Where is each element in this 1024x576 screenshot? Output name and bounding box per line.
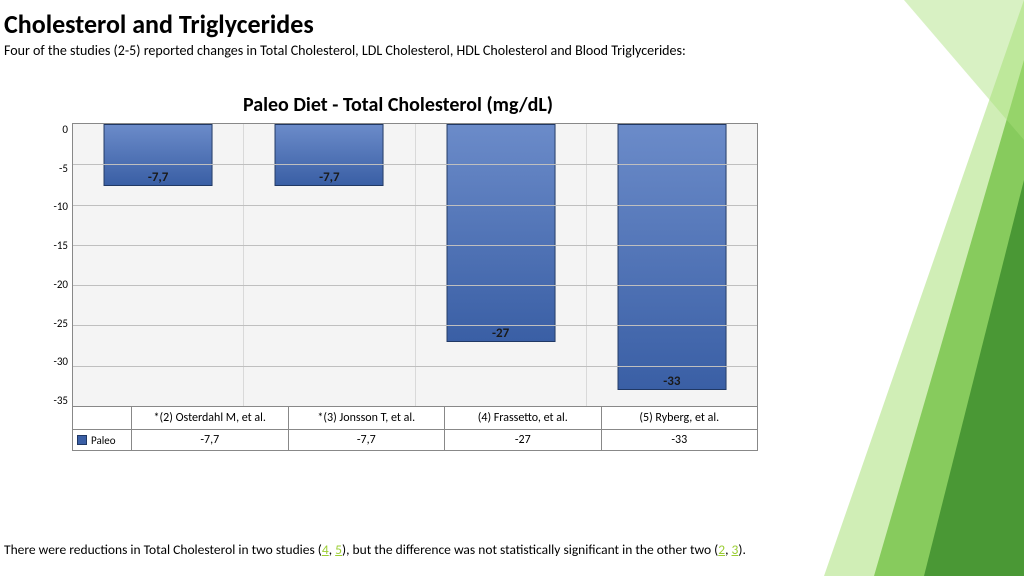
y-tick: -20 bbox=[53, 278, 68, 291]
bar bbox=[446, 124, 555, 342]
cholesterol-chart: Paleo Diet - Total Cholesterol (mg/dL) T… bbox=[38, 93, 758, 451]
data-cell: -33 bbox=[602, 430, 759, 451]
page-subtitle: Four of the studies (2-5) reported chang… bbox=[4, 42, 1004, 59]
page-title: Cholesterol and Triglycerides bbox=[4, 8, 1004, 40]
ref-link-4[interactable]: 4 bbox=[322, 541, 329, 558]
data-cell: -7,7 bbox=[289, 430, 446, 451]
chart-title: Paleo Diet - Total Cholesterol (mg/dL) bbox=[38, 93, 758, 117]
data-cell: -7,7 bbox=[132, 430, 289, 451]
y-tick: -30 bbox=[53, 355, 68, 368]
category-row: *(2) Osterdahl M, et al.*(3) Jonsson T, … bbox=[72, 407, 758, 430]
y-tick: 0 bbox=[62, 123, 68, 136]
bar-cell: -33 bbox=[587, 124, 757, 406]
bar-value-label: -33 bbox=[663, 374, 680, 389]
ref-link-5[interactable]: 5 bbox=[335, 541, 342, 558]
legend-label: Paleo bbox=[91, 434, 116, 447]
legend-paleo: Paleo bbox=[72, 430, 132, 451]
y-axis-ticks: 0 -5 -10 -15 -20 -25 -30 -35 bbox=[38, 123, 72, 407]
data-table: Paleo -7,7-7,7-27-33 bbox=[72, 430, 758, 451]
category-cell: *(2) Osterdahl M, et al. bbox=[132, 407, 289, 430]
y-tick: -35 bbox=[53, 394, 68, 407]
y-tick: -5 bbox=[59, 162, 68, 175]
bar-value-label: -7,7 bbox=[148, 170, 169, 185]
bar-cell: -7,7 bbox=[244, 124, 415, 406]
bars-container: -7,7 -7,7 -27 -33 bbox=[73, 124, 757, 406]
category-cell: (4) Frassetto, et al. bbox=[445, 407, 602, 430]
footer-note: There were reductions in Total Cholester… bbox=[4, 541, 1004, 558]
category-cell: (5) Ryberg, et al. bbox=[602, 407, 759, 430]
y-tick: -25 bbox=[53, 317, 68, 330]
bar-cell: -7,7 bbox=[73, 124, 244, 406]
y-tick: -10 bbox=[53, 200, 68, 213]
legend-swatch bbox=[77, 435, 87, 445]
bar-value-label: -27 bbox=[492, 326, 509, 341]
data-cell: -27 bbox=[445, 430, 602, 451]
bar-cell: -27 bbox=[416, 124, 587, 406]
category-cell: *(3) Jonsson T, et al. bbox=[289, 407, 446, 430]
bar-value-label: -7,7 bbox=[319, 170, 340, 185]
plot-area: -7,7 -7,7 -27 -33 bbox=[72, 123, 758, 407]
y-tick: -15 bbox=[53, 239, 68, 252]
